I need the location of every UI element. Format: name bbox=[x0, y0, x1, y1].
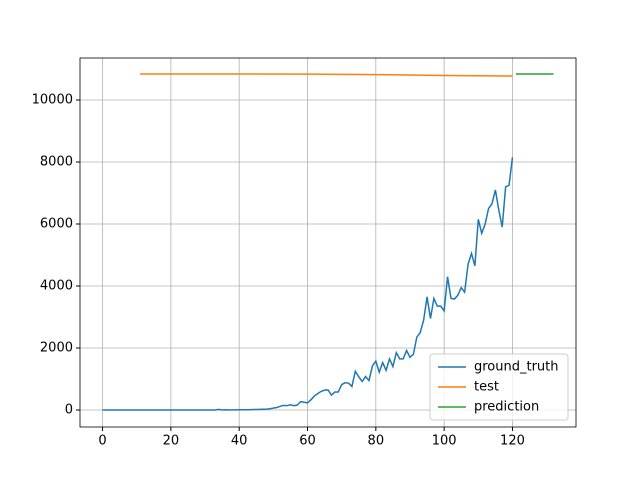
legend-box bbox=[429, 353, 569, 421]
x-tick-label: 20 bbox=[163, 434, 180, 449]
y-tick-label: 10000 bbox=[32, 93, 73, 108]
line bbox=[102, 157, 514, 411]
legend-label: ground_truth bbox=[474, 360, 559, 375]
y-tick-label: 6000 bbox=[40, 217, 73, 232]
x-tick-label: 80 bbox=[368, 434, 385, 449]
y-tick-label: 8000 bbox=[40, 155, 73, 170]
y-tick-label: 2000 bbox=[40, 341, 73, 356]
line bbox=[140, 73, 513, 77]
x-tick-label: 40 bbox=[231, 434, 248, 449]
plot-frame bbox=[79, 57, 577, 428]
legend-label: test bbox=[474, 380, 499, 395]
x-tick-label: 100 bbox=[432, 434, 457, 449]
legend-label: prediction bbox=[474, 400, 539, 415]
y-tick-label: 4000 bbox=[40, 279, 73, 294]
x-tick-label: 0 bbox=[98, 434, 106, 449]
y-tick-label: 0 bbox=[65, 403, 73, 418]
x-tick-label: 120 bbox=[500, 434, 525, 449]
x-tick-label: 60 bbox=[299, 434, 316, 449]
